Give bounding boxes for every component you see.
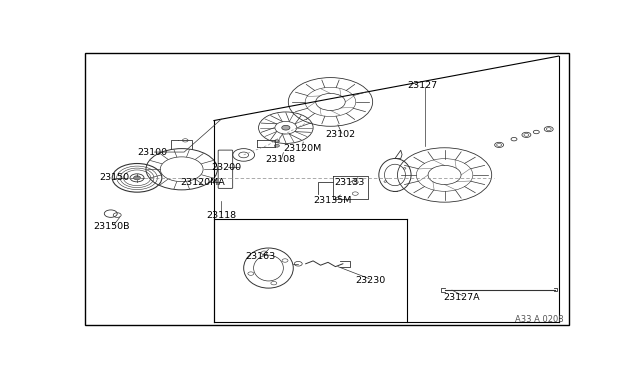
Text: 23150B: 23150B [93, 222, 129, 231]
Text: 23120M: 23120M [283, 144, 321, 153]
Text: 23127: 23127 [407, 81, 437, 90]
Text: 23108: 23108 [265, 155, 295, 164]
Circle shape [282, 125, 290, 130]
Circle shape [275, 144, 280, 147]
Text: 23163: 23163 [245, 252, 275, 261]
Text: A33 A 0208: A33 A 0208 [515, 315, 564, 324]
Circle shape [134, 176, 141, 180]
Circle shape [275, 140, 280, 142]
Text: 23150: 23150 [100, 173, 130, 182]
Text: 23230: 23230 [355, 276, 385, 285]
Text: 23127A: 23127A [444, 293, 480, 302]
Text: 23100: 23100 [137, 148, 167, 157]
Text: 23200: 23200 [211, 163, 241, 172]
Text: 23135M: 23135M [314, 196, 352, 205]
Text: 23102: 23102 [325, 129, 355, 138]
Text: 23118: 23118 [206, 211, 236, 219]
Text: 23133: 23133 [334, 178, 365, 187]
Text: 23120MA: 23120MA [180, 178, 225, 187]
